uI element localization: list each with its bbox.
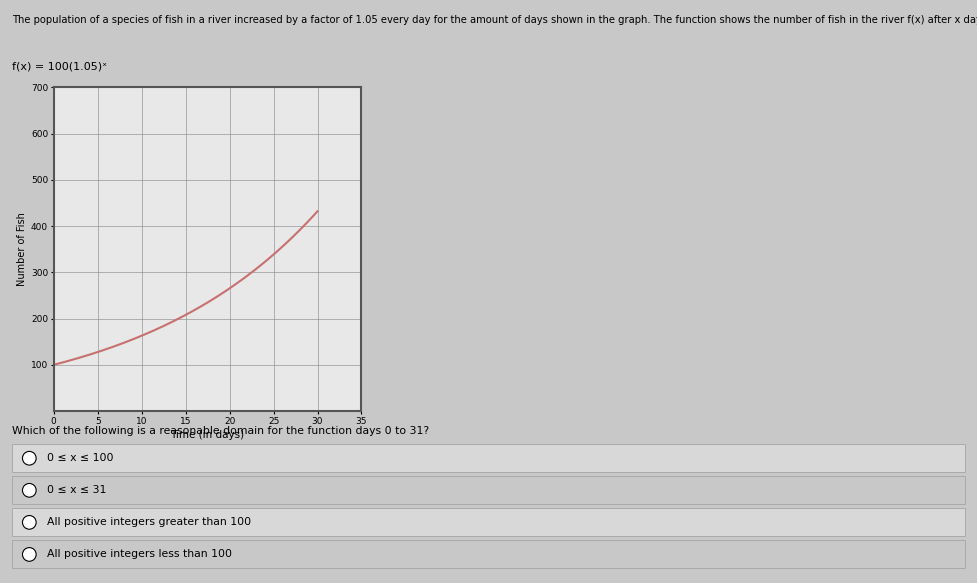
Text: f(x) = 100(1.05)ˣ: f(x) = 100(1.05)ˣ xyxy=(12,61,106,71)
Text: The population of a species of fish in a river increased by a factor of 1.05 eve: The population of a species of fish in a… xyxy=(12,15,977,24)
Y-axis label: Number of Fish: Number of Fish xyxy=(17,212,26,286)
Text: 0 ≤ x ≤ 31: 0 ≤ x ≤ 31 xyxy=(47,485,106,496)
X-axis label: Time (in days): Time (in days) xyxy=(171,430,244,440)
Text: All positive integers less than 100: All positive integers less than 100 xyxy=(47,549,232,560)
Text: Which of the following is a reasonable domain for the function days 0 to 31?: Which of the following is a reasonable d… xyxy=(12,426,429,436)
Text: 0 ≤ x ≤ 100: 0 ≤ x ≤ 100 xyxy=(47,453,113,463)
Text: All positive integers greater than 100: All positive integers greater than 100 xyxy=(47,517,251,528)
